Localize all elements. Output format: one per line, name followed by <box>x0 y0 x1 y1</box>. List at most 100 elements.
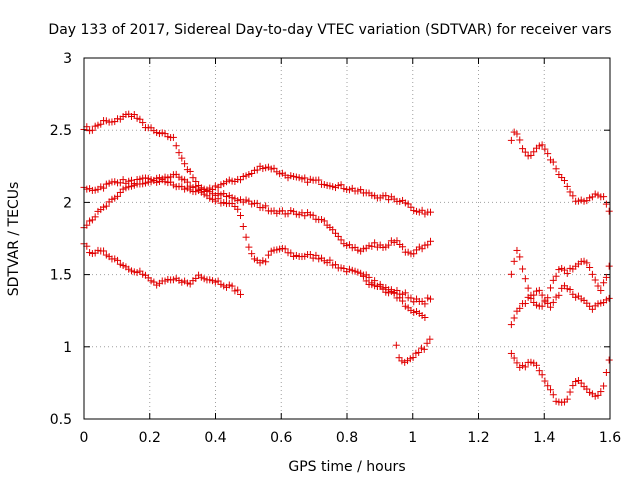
data-point <box>368 242 376 250</box>
series-sat-d <box>80 240 244 298</box>
data-point <box>602 200 610 208</box>
data-point <box>365 273 373 281</box>
data-point <box>549 391 557 399</box>
data-point <box>541 377 549 385</box>
data-point <box>566 286 574 294</box>
data-point <box>516 304 524 312</box>
data-point <box>602 273 610 281</box>
data-point <box>399 243 407 251</box>
data-point <box>175 149 183 157</box>
data-point <box>427 295 435 303</box>
data-point <box>410 250 418 258</box>
data-point <box>100 184 108 192</box>
x-tick-label: 0.4 <box>204 430 226 446</box>
data-point <box>130 111 138 119</box>
data-point <box>552 272 560 280</box>
data-point <box>569 192 577 200</box>
tick-labels: 0 0.2 0.4 0.6 0.8 1 1.2 1.4 1.6 0.5 1 1.5 2 2.5 3 <box>50 51 621 446</box>
data-point <box>371 277 379 285</box>
data-point <box>420 345 428 353</box>
data-point <box>88 126 96 134</box>
data-point <box>426 335 434 343</box>
data-point <box>538 302 546 310</box>
data-point <box>382 192 390 200</box>
data-point <box>594 391 602 399</box>
data-point <box>262 202 270 210</box>
data-point <box>519 265 527 273</box>
data-point <box>586 263 594 271</box>
data-point <box>169 133 177 141</box>
data-point <box>535 367 543 375</box>
data-point <box>544 150 552 158</box>
data-point <box>393 237 401 245</box>
data-point <box>597 287 605 295</box>
plot-frame <box>83 57 611 420</box>
data-point <box>513 246 521 254</box>
y-axis-title: SDTVAR / TECUs <box>6 182 22 297</box>
data-point <box>533 361 541 369</box>
data-point <box>560 177 568 185</box>
data-point <box>114 256 122 264</box>
data-point <box>423 339 431 347</box>
data-point <box>270 164 278 172</box>
data-point <box>521 148 529 156</box>
data-point <box>178 154 186 162</box>
x-tick-label: 0.2 <box>139 430 161 446</box>
series-sat-j <box>507 349 613 406</box>
data-point <box>427 237 435 245</box>
data-point <box>97 120 105 128</box>
chart-title: Day 133 of 2017, Sidereal Day-to-day VTE… <box>48 22 611 38</box>
y-tick-label: 2 <box>63 195 72 211</box>
data-point <box>264 251 272 259</box>
data-point <box>566 188 574 196</box>
data-point <box>563 182 571 190</box>
data-point <box>236 212 244 220</box>
data-point <box>605 294 613 302</box>
data-point <box>516 136 524 144</box>
data-point <box>337 236 345 244</box>
data-point <box>315 176 323 184</box>
x-tick-label: 0 <box>80 430 89 446</box>
data-points <box>80 110 613 406</box>
data-point <box>555 291 563 299</box>
data-point <box>320 217 328 225</box>
data-point <box>242 233 250 241</box>
data-point <box>552 165 560 173</box>
data-point <box>427 208 435 216</box>
data-point <box>306 250 314 258</box>
data-point <box>513 130 521 138</box>
data-point <box>329 226 337 234</box>
y-tick-label: 2.5 <box>50 123 72 139</box>
data-point <box>544 299 552 307</box>
data-point <box>510 354 518 362</box>
data-point <box>600 193 608 201</box>
data-point <box>605 207 613 215</box>
data-point <box>337 181 345 189</box>
data-point <box>392 341 400 349</box>
data-point <box>597 388 605 396</box>
x-tick-label: 1.4 <box>533 430 555 446</box>
data-point <box>192 183 200 191</box>
series-sat-b <box>80 162 435 218</box>
data-point <box>119 176 127 184</box>
data-point <box>594 282 602 290</box>
data-point <box>530 148 538 156</box>
data-point <box>309 211 317 219</box>
data-point <box>588 270 596 278</box>
data-point <box>513 359 521 367</box>
data-point <box>248 250 256 258</box>
data-point <box>139 119 147 127</box>
y-tick-label: 1 <box>63 340 72 356</box>
data-point <box>102 202 110 210</box>
x-tick-label: 0.8 <box>336 430 358 446</box>
data-point <box>401 289 409 297</box>
data-point <box>538 141 546 149</box>
data-point <box>234 205 242 213</box>
data-point <box>549 276 557 284</box>
data-point <box>418 245 426 253</box>
data-point <box>239 223 247 231</box>
data-point <box>172 142 180 150</box>
data-point <box>399 297 407 305</box>
data-point <box>583 259 591 267</box>
